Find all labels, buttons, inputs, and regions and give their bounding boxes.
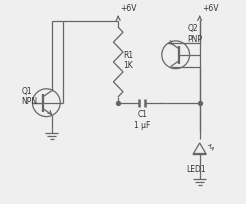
Text: Q2
PNP: Q2 PNP <box>188 24 203 44</box>
Text: LED1: LED1 <box>186 164 206 173</box>
Text: R1
1K: R1 1K <box>123 51 134 70</box>
Text: +6V: +6V <box>121 4 137 13</box>
Text: Q1
NPN: Q1 NPN <box>21 86 37 106</box>
Text: C1
1 µF: C1 1 µF <box>134 110 150 129</box>
Text: +6V: +6V <box>202 4 218 13</box>
